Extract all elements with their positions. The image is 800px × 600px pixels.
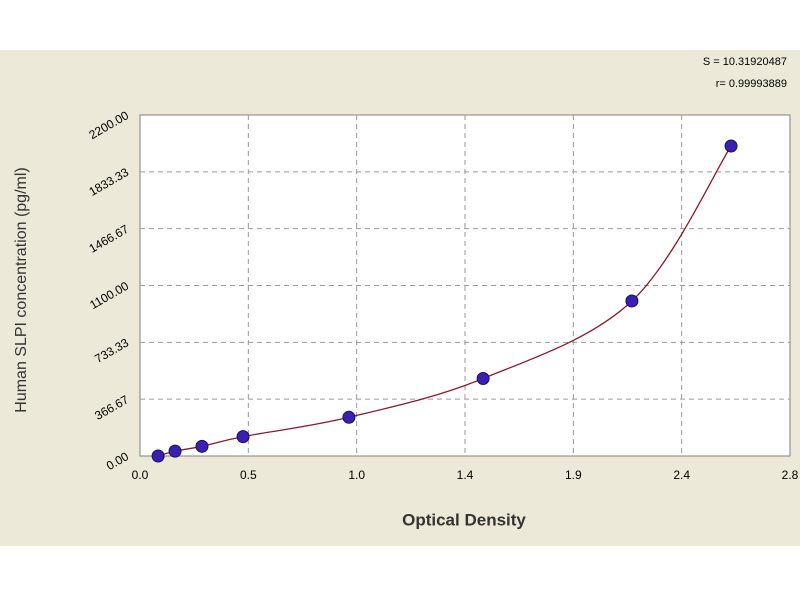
data-point — [625, 294, 639, 308]
data-point — [168, 444, 182, 458]
x-tick-label: 2.8 — [782, 468, 799, 482]
x-tick-label: 0.0 — [132, 468, 149, 482]
annotation: S = 10.31920487 — [703, 56, 787, 68]
data-point — [236, 430, 250, 444]
x-tick-label: 0.5 — [240, 468, 257, 482]
annotation: r= 0.99993889 — [716, 78, 787, 90]
x-tick-label: 2.4 — [673, 468, 690, 482]
x-tick-label: 1.9 — [565, 468, 582, 482]
x-tick-label: 1.4 — [457, 468, 474, 482]
data-point — [724, 139, 738, 153]
x-axis-label: Optical Density — [402, 510, 526, 529]
data-point — [342, 410, 356, 424]
x-tick-label: 1.0 — [348, 468, 365, 482]
data-point — [476, 372, 490, 385]
data-point — [195, 439, 209, 453]
data-point — [151, 449, 165, 463]
y-axis-label: Human SLPI concentration (pg/ml) — [13, 167, 30, 412]
